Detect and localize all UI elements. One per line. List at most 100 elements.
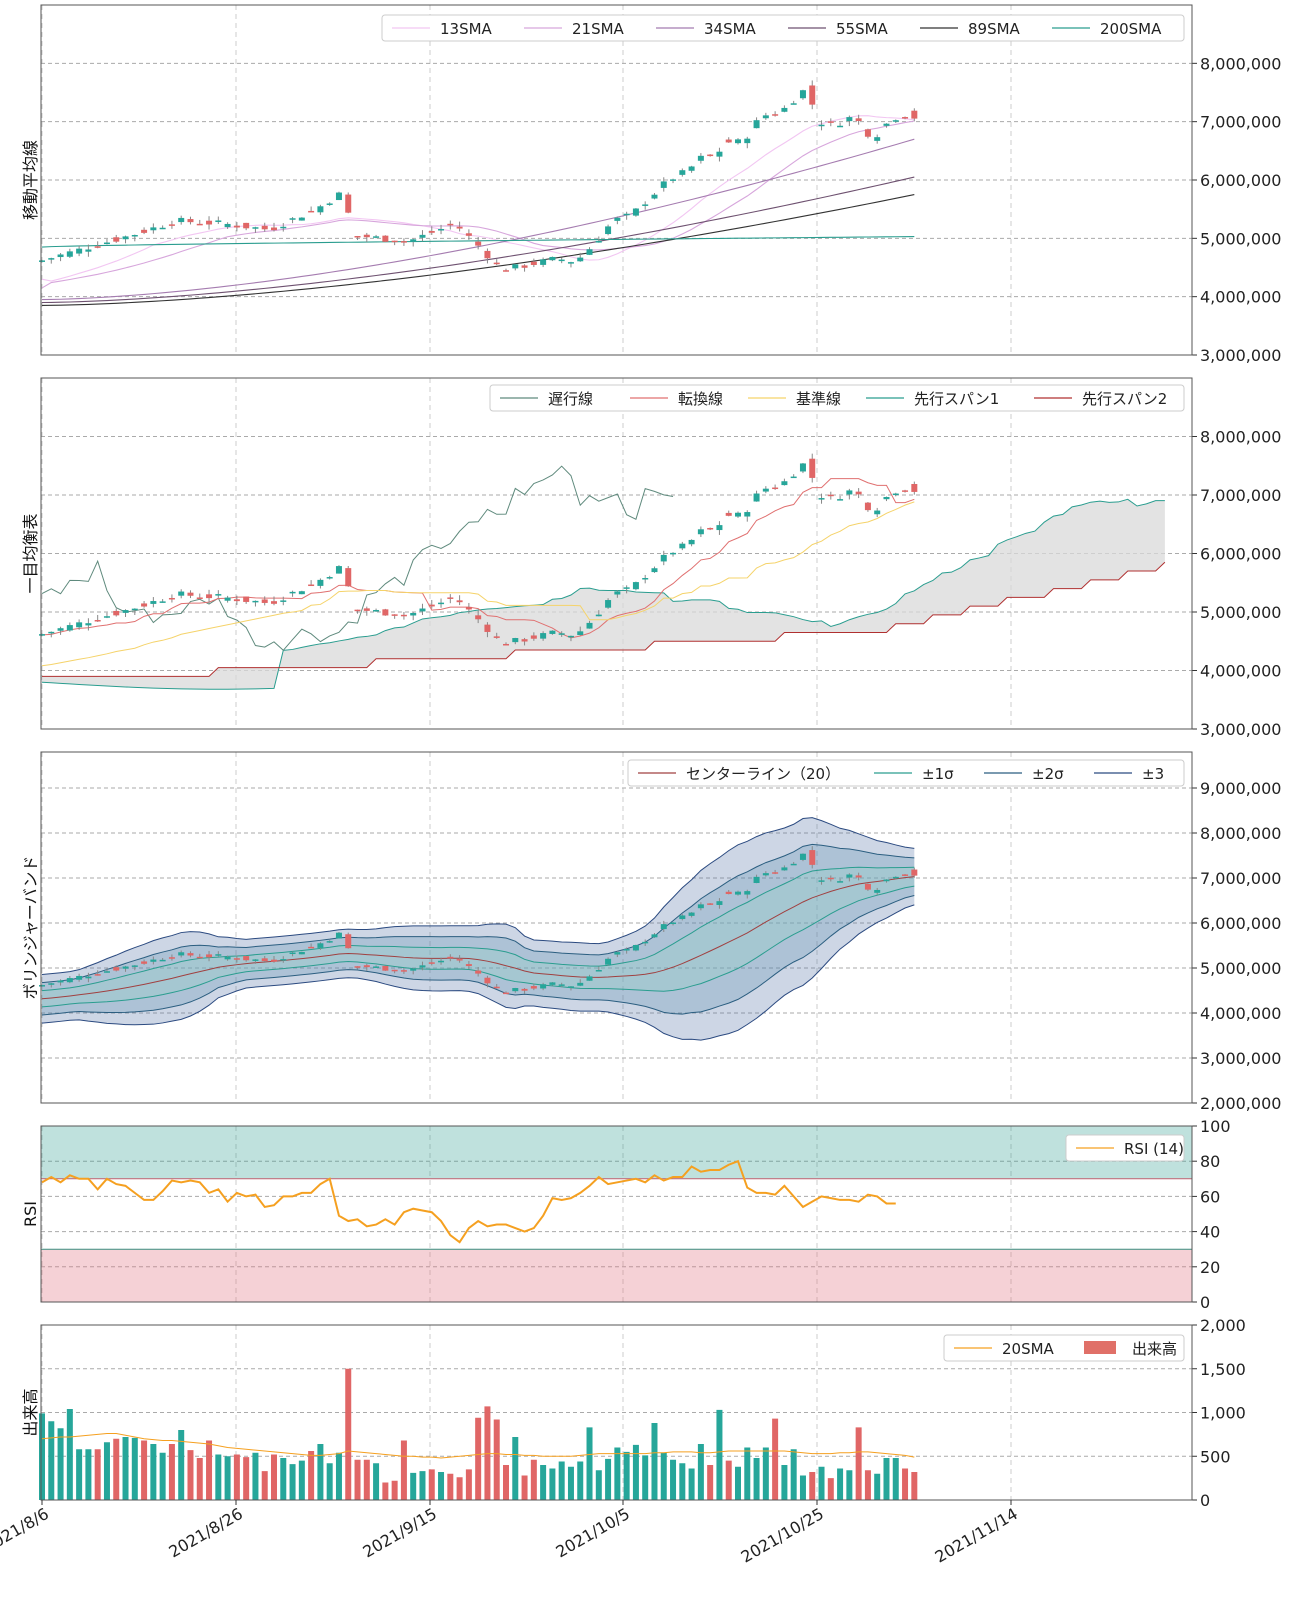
legend-label: 13SMA [440, 20, 493, 38]
candle-body [354, 966, 361, 968]
candle-body [159, 227, 166, 230]
candle-body [892, 493, 899, 496]
candle-body [363, 234, 370, 238]
candle-body [252, 959, 259, 961]
candle-body [744, 512, 751, 517]
legend-label: ±2σ [1032, 765, 1064, 783]
candle-body [419, 608, 426, 612]
volume-bar [382, 1482, 389, 1500]
candle-body [799, 853, 806, 860]
candle-body [308, 946, 315, 949]
legend-label: 89SMA [968, 20, 1021, 38]
volume-bar [103, 1442, 110, 1500]
volume-bar [614, 1447, 621, 1500]
volume-bar [753, 1458, 760, 1500]
candle-body [697, 529, 704, 535]
y-tick-label: 6,000,000 [1200, 545, 1281, 564]
candle-body [298, 952, 305, 955]
candle-body [837, 499, 844, 501]
candle-body [818, 498, 825, 500]
candle-body [233, 958, 240, 960]
candle-body [419, 965, 426, 968]
candle-body [141, 229, 148, 233]
rsi-line [41, 1159, 896, 1244]
y-tick-label: 5,000,000 [1200, 959, 1281, 978]
senkou-span-1 [41, 498, 1165, 690]
candle-body [632, 208, 639, 216]
candle-body [540, 633, 547, 639]
candle-body [465, 964, 472, 967]
candle-body [345, 568, 352, 587]
candle-body [827, 121, 834, 123]
volume-bar [428, 1469, 435, 1500]
legend-label: 出来高 [1132, 1340, 1177, 1358]
candle-body [503, 992, 509, 995]
sma-line [41, 120, 915, 289]
y-tick-label: 7,000,000 [1200, 486, 1281, 505]
candle-body [707, 903, 714, 905]
panel-rsi: 0 20 40 60 80 100 RSI RSI (14) [21, 1117, 1231, 1312]
volume-bar [744, 1447, 751, 1500]
candle-body [150, 601, 157, 604]
volume-bar [883, 1458, 890, 1500]
candle-body [206, 954, 213, 958]
candle-body [373, 609, 380, 612]
candle-body [586, 249, 593, 255]
volume-bar [168, 1444, 175, 1500]
candle-body [475, 970, 482, 974]
candle-body [521, 639, 528, 642]
candle-body [178, 591, 185, 596]
volume-bar [94, 1449, 101, 1500]
candle-body [280, 959, 287, 961]
y-tick-label: 80 [1200, 1152, 1220, 1171]
legend-label: 34SMA [704, 20, 757, 38]
candle-body [688, 539, 695, 545]
candle-body [530, 635, 537, 639]
candle-body [243, 222, 250, 229]
volume-sma-line [41, 1433, 915, 1459]
volume-bar [400, 1440, 407, 1500]
candle-body [855, 118, 862, 121]
legend-swatch [1084, 1341, 1116, 1354]
y-tick-label: 5,000,000 [1200, 229, 1281, 248]
volume-bar [141, 1440, 148, 1500]
candle-body [410, 968, 417, 971]
volume-bar [224, 1456, 231, 1500]
candle-body [326, 203, 333, 205]
volume-bar [697, 1444, 704, 1500]
y-tick-label: 3,000,000 [1200, 720, 1281, 739]
x-tick-label: 2021/8/26 [165, 1504, 246, 1561]
volume-bar [549, 1468, 556, 1500]
candle-body [271, 959, 277, 962]
candle-body [846, 117, 853, 122]
volume-bar [670, 1459, 677, 1500]
volume-bar [363, 1459, 370, 1500]
candle-body [642, 941, 649, 944]
volume-bar [391, 1480, 398, 1500]
candle-body [799, 463, 806, 472]
volume-bar [233, 1454, 240, 1500]
candle-body [772, 872, 779, 874]
volume-bar [846, 1470, 853, 1500]
candle-body [215, 220, 222, 222]
candle-body [725, 512, 732, 516]
candle-body [113, 610, 120, 616]
y-tick-label: 8,000,000 [1200, 54, 1281, 73]
candle-body [716, 151, 723, 157]
candle-body [224, 223, 231, 228]
candle-body [168, 597, 175, 600]
y-tick-label: 2,000 [1200, 1316, 1246, 1335]
candle-body [799, 90, 806, 99]
legend-label: 21SMA [572, 20, 625, 38]
candle-body [224, 956, 231, 960]
candle-body [410, 612, 417, 616]
candle-body [605, 958, 612, 965]
candle-body [317, 579, 324, 586]
candle-body [484, 624, 491, 632]
candle-body [48, 983, 55, 985]
candle-body [150, 227, 157, 231]
volume-bar [558, 1461, 565, 1500]
volume-bar [150, 1444, 157, 1500]
candle-body [670, 922, 677, 925]
candle-body [558, 259, 565, 262]
